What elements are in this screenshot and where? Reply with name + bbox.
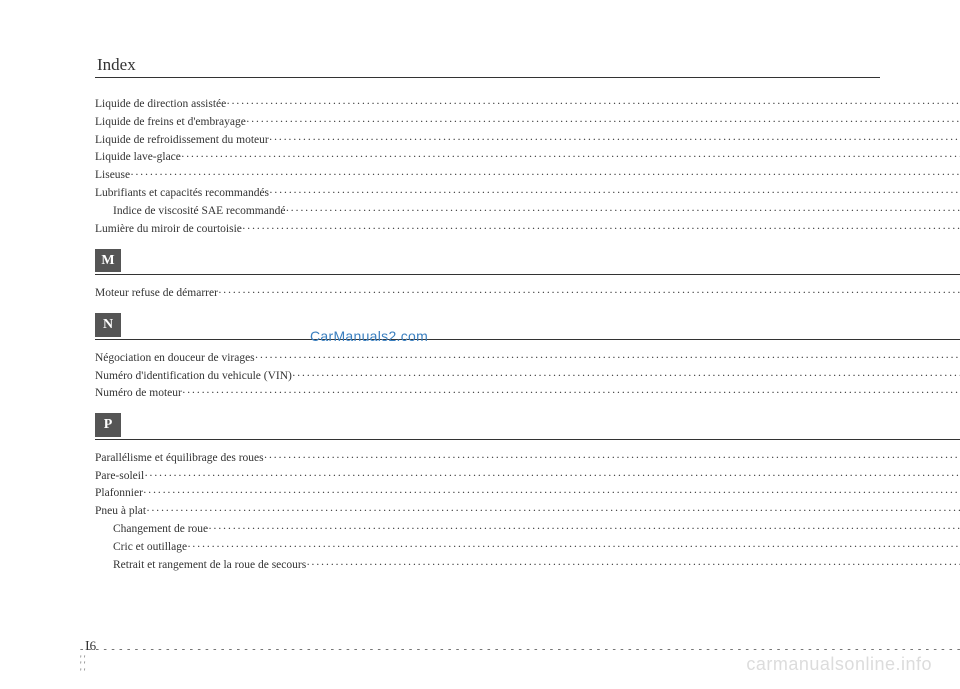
index-leader-dots: ········································… [292,368,960,386]
index-leader-dots: ········································… [306,557,960,575]
index-leader-dots: ········································… [242,221,960,239]
index-entry: Liquide lave-glace ·····················… [95,149,960,167]
index-entry-label: Liquide lave-glace [95,149,181,167]
index-entry: Cric et outillage ······················… [95,539,960,557]
index-leader-dots: ········································… [285,203,960,221]
section-rule [95,439,960,440]
footer: I6 - - - - - - - - - - - - - - - - - - -… [0,644,960,655]
index-entry: Pare-soleil ····························… [95,468,960,486]
index-entry: Changement de roue ·····················… [95,521,960,539]
index-entry-label: Moteur refuse de démarrer [95,285,218,303]
index-leader-dots: ········································… [208,521,960,539]
index-entry-label: Changement de roue [113,521,208,539]
index-entry: Plafonnier ·····························… [95,485,960,503]
index-entry: Pneu à plat ····························… [95,503,960,521]
index-entry-label: Pneu à plat [95,503,146,521]
index-leader-dots: ········································… [144,468,960,486]
section-letter-M: M [95,249,121,273]
section-letter-P: P [95,413,121,437]
footer-page-number: I6 [85,638,96,655]
index-entry-label: Liquide de freins et d'embrayage [95,114,246,132]
index-entry-label: Liquide de refroidissement du moteur [95,132,269,150]
index-entry: Liseuse ································… [95,167,960,185]
left-column: Liquide de direction assistée ··········… [95,96,960,577]
index-entry: Liquide de refroidissement du moteur ···… [95,132,960,150]
index-entry: Liquide de freins et d'embrayage ·······… [95,114,960,132]
index-entry-label: Pare-soleil [95,468,144,486]
index-entry: Négociation en douceur de virages ······… [95,350,960,368]
index-leader-dots: ········································… [181,149,960,167]
index-leader-dots: ········································… [269,185,960,203]
index-entry: Indice de viscosité SAE recommandé ·····… [95,203,960,221]
index-entry: Numéro de moteur ·······················… [95,385,960,403]
index-leader-dots: ········································… [218,285,960,303]
header-rule [95,77,880,78]
index-entry: Moteur refuse de démarrer ··············… [95,285,960,303]
index-entry-label: Liquide de direction assistée [95,96,226,114]
index-leader-dots: ········································… [255,350,960,368]
index-leader-dots: ········································… [269,132,960,150]
index-entry-label: Retrait et rangement de la roue de secou… [113,557,306,575]
index-leader-dots: ········································… [143,485,960,503]
section-rule [95,274,960,275]
index-entry: Lubrifiants et capacités recommandés ···… [95,185,960,203]
index-header: Index [95,55,880,75]
index-entry: Liquide de direction assistée ··········… [95,96,960,114]
index-columns: Liquide de direction assistée ··········… [95,96,880,577]
index-leader-dots: ········································… [246,114,960,132]
index-entry-label: Lumière du miroir de courtoisie [95,221,242,239]
index-leader-dots: ········································… [130,167,960,185]
footer-dashes: - - - - - - - - - - - - - - - - - - - - … [0,644,960,655]
index-entry-label: Indice de viscosité SAE recommandé [113,203,285,221]
section-letter-N: N [95,313,121,337]
index-entry-label: Numéro d'identification du vehicule (VIN… [95,368,292,386]
index-entry-label: Cric et outillage [113,539,187,557]
index-leader-dots: ········································… [226,96,960,114]
index-leader-dots: ········································… [264,450,960,468]
index-entry: Parallélisme et équilibrage des roues ··… [95,450,960,468]
index-entry-label: Parallélisme et équilibrage des roues [95,450,264,468]
index-entry: Retrait et rangement de la roue de secou… [95,557,960,575]
index-entry-label: Numéro de moteur [95,385,182,403]
index-entry: Lumière du miroir de courtoisie ········… [95,221,960,239]
index-entry-label: Négociation en douceur de virages [95,350,255,368]
index-entry-label: Lubrifiants et capacités recommandés [95,185,269,203]
footer-ticks: ' '' '' ' [80,656,86,675]
index-entry-label: Plafonnier [95,485,143,503]
index-entry-label: Liseuse [95,167,130,185]
watermark-bottom: carmanualsonline.info [746,654,932,675]
section-rule [95,339,960,340]
index-leader-dots: ········································… [182,385,960,403]
index-leader-dots: ········································… [187,539,960,557]
watermark-top: CarManuals2.com [310,328,428,344]
index-entry: Numéro d'identification du vehicule (VIN… [95,368,960,386]
index-leader-dots: ········································… [146,503,960,521]
